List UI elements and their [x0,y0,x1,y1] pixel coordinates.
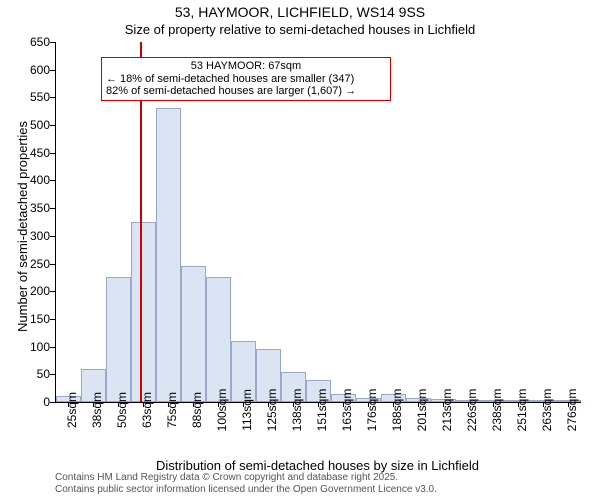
y-tick-mark [50,97,55,98]
x-tick-label: 151sqm [315,389,329,432]
y-tick-label: 600 [20,63,50,77]
x-tick-label: 263sqm [540,389,554,432]
histogram-bar [181,266,206,402]
y-tick-label: 50 [20,367,50,381]
x-tick-label: 113sqm [240,389,254,431]
x-axis-label: Distribution of semi-detached houses by … [55,458,580,473]
y-tick-mark [50,236,55,237]
x-tick-label: 88sqm [190,392,204,428]
x-tick-label: 251sqm [515,389,529,432]
y-tick-label: 500 [20,118,50,132]
y-tick-mark [50,319,55,320]
y-tick-mark [50,153,55,154]
x-tick-label: 176sqm [365,389,379,432]
x-tick-label: 125sqm [265,389,279,432]
y-tick-mark [50,42,55,43]
histogram-bar [206,277,231,402]
chart-frame: 53, HAYMOOR, LICHFIELD, WS14 9SS Size of… [0,0,600,500]
x-tick-label: 201sqm [415,389,429,432]
y-tick-mark [50,374,55,375]
y-tick-label: 300 [20,229,50,243]
x-tick-label: 213sqm [440,389,454,432]
annotation-line: 53 HAYMOOR: 67sqm [106,60,386,73]
y-tick-mark [50,180,55,181]
x-tick-label: 238sqm [490,389,504,432]
y-tick-label: 150 [20,312,50,326]
annotation-line: ← 18% of semi-detached houses are smalle… [106,73,386,86]
x-tick-label: 138sqm [290,389,304,432]
y-tick-mark [50,402,55,403]
plot-area: 53 HAYMOOR: 67sqm← 18% of semi-detached … [55,42,581,403]
y-tick-label: 450 [20,146,50,160]
y-tick-mark [50,347,55,348]
y-tick-label: 350 [20,201,50,215]
y-tick-mark [50,208,55,209]
x-tick-label: 276sqm [565,389,579,432]
credits-text: Contains HM Land Registry data © Crown c… [55,472,437,496]
y-tick-label: 400 [20,173,50,187]
x-tick-label: 226sqm [465,389,479,432]
histogram-bar [156,108,181,402]
x-tick-label: 75sqm [165,392,179,428]
y-tick-mark [50,291,55,292]
y-tick-mark [50,264,55,265]
annotation-line: 82% of semi-detached houses are larger (… [106,85,386,98]
y-tick-label: 100 [20,340,50,354]
y-tick-label: 250 [20,257,50,271]
y-tick-mark [50,125,55,126]
x-tick-label: 100sqm [215,389,229,432]
y-tick-label: 550 [20,90,50,104]
credits-line: Contains public sector information licen… [55,484,437,496]
x-tick-label: 25sqm [65,392,79,428]
x-tick-label: 188sqm [390,389,404,432]
chart-subtitle: Size of property relative to semi-detach… [0,22,600,37]
y-tick-label: 0 [20,395,50,409]
credits-line: Contains HM Land Registry data © Crown c… [55,472,437,484]
x-tick-label: 63sqm [140,392,154,428]
y-tick-mark [50,70,55,71]
histogram-bar [131,222,156,402]
y-tick-label: 200 [20,284,50,298]
chart-title: 53, HAYMOOR, LICHFIELD, WS14 9SS [0,4,600,20]
x-tick-label: 50sqm [115,392,129,428]
x-tick-label: 163sqm [340,389,354,432]
histogram-bar [106,277,131,402]
y-tick-label: 650 [20,35,50,49]
x-tick-label: 38sqm [90,392,104,428]
annotation-box: 53 HAYMOOR: 67sqm← 18% of semi-detached … [101,57,391,101]
